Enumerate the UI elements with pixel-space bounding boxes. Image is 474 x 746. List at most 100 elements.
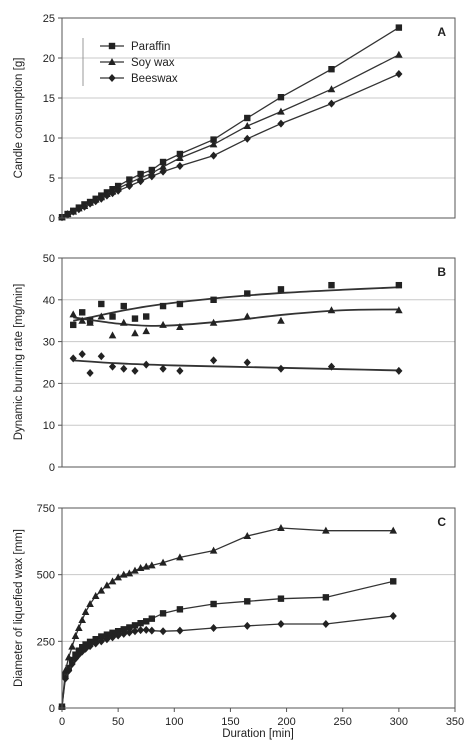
data-point-soy-wax	[277, 524, 285, 531]
chart-panel-c: 0 250 500 750 0 50 100 150 200 250 300 350 C Diame…	[13, 503, 464, 740]
data-point-beeswax	[322, 620, 330, 628]
data-point-paraffin	[390, 578, 397, 585]
panel-a-marks	[58, 24, 403, 222]
x-tick-label: 350	[446, 716, 464, 728]
data-point-beeswax	[243, 358, 251, 367]
data-point-soy-wax	[75, 624, 83, 631]
data-point-paraffin	[210, 296, 217, 303]
y-tick-label: 40	[43, 295, 55, 307]
data-point-beeswax	[176, 626, 184, 635]
data-point-beeswax	[209, 151, 218, 160]
panel-a-y-ticks: 0 5 10 15 20 25	[43, 13, 62, 225]
legend-marker-square	[108, 42, 116, 50]
x-tick-label: 250	[334, 716, 352, 728]
y-tick-label: 750	[37, 503, 55, 515]
data-point-paraffin	[70, 321, 77, 329]
data-point-paraffin	[159, 302, 167, 310]
panel-c-x-ticks: 0 50 100 150 200 250 300 350	[59, 708, 464, 728]
data-point-paraffin	[244, 114, 251, 122]
legend-label: Soy wax	[131, 57, 175, 69]
legend-label: Beeswax	[131, 73, 178, 85]
data-point-paraffin	[148, 615, 156, 622]
data-point-beeswax	[78, 350, 86, 359]
x-tick-label: 0	[59, 716, 65, 728]
data-point-beeswax	[176, 162, 184, 170]
y-tick-label: 50	[43, 253, 55, 265]
y-tick-label: 10	[43, 420, 55, 432]
data-point-paraffin	[176, 300, 184, 308]
x-tick-label: 300	[390, 716, 408, 728]
y-tick-label: 10	[43, 133, 55, 145]
data-point-paraffin	[328, 281, 335, 289]
data-point-paraffin	[277, 595, 285, 602]
data-point-soy-wax	[119, 318, 128, 326]
legend: Paraffin Soy wax Beeswax	[82, 38, 178, 86]
x-tick-label: 200	[277, 716, 295, 728]
panel-a-y-axis-label: Candle consumption [g]	[13, 58, 25, 179]
data-point-soy-wax	[103, 581, 111, 589]
data-point-soy-wax	[395, 50, 403, 58]
data-point-beeswax	[176, 366, 184, 375]
data-point-beeswax	[159, 627, 167, 636]
y-tick-label: 500	[37, 570, 55, 582]
x-tick-label: 100	[165, 716, 183, 728]
data-point-paraffin	[109, 313, 116, 320]
panel-c-frame	[61, 507, 456, 709]
panel-c-marks	[58, 524, 398, 711]
panel-a-frame	[61, 17, 456, 219]
data-point-soy-wax	[327, 306, 336, 314]
data-point-soy-wax	[243, 312, 252, 320]
data-point-paraffin	[120, 302, 127, 310]
chart-panel-b: 0 10 20 30 40 50 B Dynamic burning rate [mg/m…	[13, 253, 456, 474]
y-tick-label: 0	[49, 462, 55, 474]
data-point-paraffin	[131, 315, 139, 322]
y-tick-label: 5	[49, 173, 55, 185]
x-tick-label: 50	[112, 716, 124, 728]
data-point-paraffin	[143, 618, 150, 625]
panel-b-gridlines	[62, 299, 455, 426]
data-point-paraffin	[322, 594, 330, 601]
legend-label: Paraffin	[131, 41, 170, 53]
data-point-beeswax	[120, 364, 128, 373]
data-point-beeswax	[277, 620, 285, 628]
data-point-beeswax	[243, 134, 251, 143]
panel-a-label: A	[437, 25, 446, 39]
panel-b-frame	[61, 257, 456, 468]
panel-b-label: B	[437, 265, 446, 279]
data-point-beeswax	[395, 70, 403, 78]
panel-b-y-ticks: 0 10 20 30 40 50	[43, 253, 62, 474]
y-tick-label: 0	[49, 213, 55, 225]
data-point-beeswax	[327, 99, 336, 108]
data-point-soy-wax	[108, 577, 117, 585]
data-point-paraffin	[137, 620, 144, 627]
data-point-beeswax	[97, 352, 105, 361]
data-point-paraffin	[277, 94, 285, 101]
data-point-beeswax	[209, 624, 218, 632]
data-point-beeswax	[243, 621, 251, 630]
data-point-paraffin	[395, 24, 403, 31]
panel-a-gridlines	[62, 57, 455, 179]
y-tick-label: 0	[49, 703, 55, 715]
panel-b-marks	[69, 281, 403, 377]
panel-c-label: C	[437, 515, 446, 529]
data-point-beeswax	[389, 612, 397, 620]
panel-b-y-axis-label: Dynamic burning rate [mg/min]	[13, 284, 25, 441]
data-point-paraffin	[395, 281, 403, 289]
data-point-paraffin	[159, 610, 167, 617]
x-tick-label: 150	[221, 716, 239, 728]
data-point-paraffin	[143, 313, 150, 320]
data-point-soy-wax	[142, 327, 151, 335]
panel-c-y-ticks: 0 250 500 750	[37, 503, 62, 715]
data-point-beeswax	[148, 626, 156, 635]
trend-line-paraffin	[73, 286, 399, 322]
data-point-soy-wax	[68, 642, 76, 650]
data-point-paraffin	[79, 309, 86, 316]
y-tick-label: 250	[37, 636, 55, 648]
y-tick-label: 15	[43, 93, 55, 105]
data-point-soy-wax	[81, 608, 90, 615]
y-tick-label: 20	[43, 378, 55, 390]
data-point-soy-wax	[78, 616, 87, 623]
data-point-beeswax	[395, 366, 403, 375]
data-point-beeswax	[142, 360, 150, 369]
